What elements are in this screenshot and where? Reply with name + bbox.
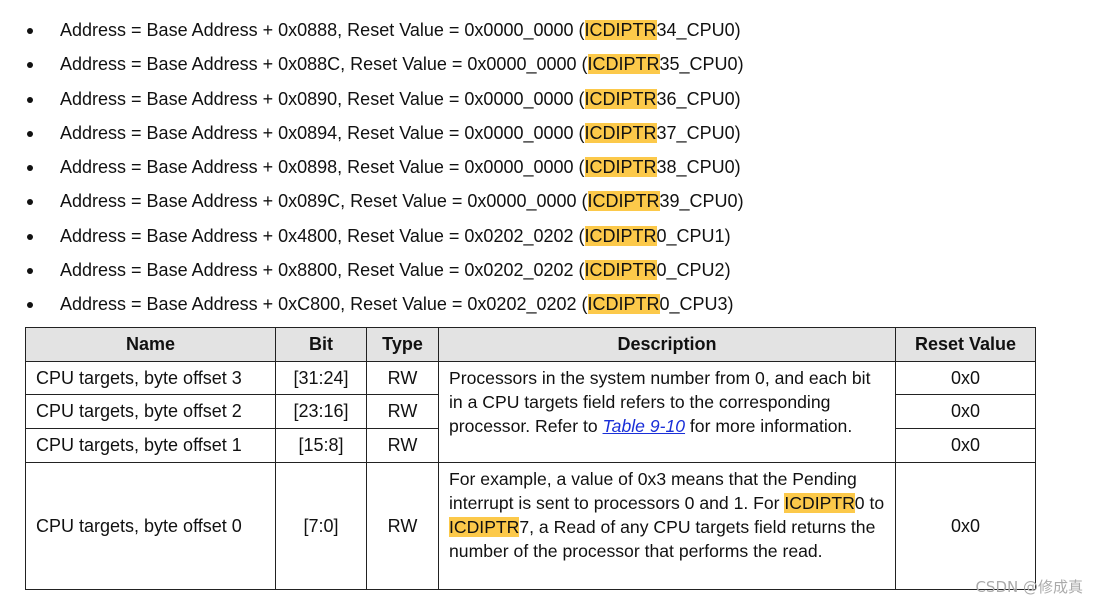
text: 34_CPU0) — [656, 20, 741, 40]
text: 0_CPU3) — [659, 294, 734, 315]
bullet-item: Address = Base Address + 0x0894, Reset V… — [0, 116, 744, 150]
link[interactable]: Table 9-10 — [602, 416, 686, 436]
type-cell: RW — [366, 462, 439, 590]
bit-cell: [23:16] — [275, 394, 367, 429]
name-cell: CPU targets, byte offset 2 — [25, 394, 276, 429]
highlight: ICDIPTR — [584, 88, 657, 109]
row: CPU targets, byte offset 1 [15:8] RW 0x0 — [25, 428, 1036, 463]
highlight: ICDIPTR — [584, 157, 657, 178]
bullet-item: Address = Base Address + 0x0888, Reset V… — [0, 13, 744, 47]
reset-cell: 0x0 — [895, 361, 1036, 395]
bullet-item: Address = Base Address + 0x4800, Reset V… — [0, 219, 744, 253]
header-cell: Bit — [275, 327, 367, 362]
text: 35_CPU0) — [659, 54, 744, 75]
text: Address = Base Address + 0xC800, Reset V… — [60, 294, 588, 315]
highlight: ICDIPTR — [584, 260, 657, 281]
text: 38_CPU0) — [656, 157, 741, 178]
text: 0 to — [854, 493, 885, 513]
bit-cell: [7:0] — [275, 462, 367, 590]
highlight: ICDIPTR — [584, 20, 657, 40]
reset-cell: 0x0 — [895, 462, 1036, 590]
row: CPU targets, byte offset 0 [7:0] RW For … — [25, 462, 1036, 590]
text: Address = Base Address + 0x089C, Reset V… — [60, 191, 588, 212]
bullet-item: Address = Base Address + 0x0898, Reset V… — [0, 150, 744, 184]
text: 37_CPU0) — [656, 122, 741, 143]
text: Address = Base Address + 0x4800, Reset V… — [60, 225, 585, 246]
register-table: Name Bit Type Description Reset Value CP… — [25, 327, 1036, 590]
text: 36_CPU0) — [656, 88, 741, 109]
header-cell: Name — [25, 327, 276, 362]
name-cell: CPU targets, byte offset 0 — [25, 462, 276, 590]
text: Address = Base Address + 0x088C, Reset V… — [60, 54, 588, 75]
text: for more information. — [685, 416, 853, 436]
name-cell: CPU targets, byte offset 3 — [25, 361, 276, 395]
highlight: ICDIPTR — [449, 517, 520, 537]
header-cell: Type — [366, 327, 439, 362]
bullet-item: Address = Base Address + 0x088C, Reset V… — [0, 47, 744, 81]
header-cell: Reset Value — [895, 327, 1036, 362]
header-cell: Description — [438, 327, 896, 362]
text: 0_CPU2) — [656, 260, 731, 281]
reset-cell: 0x0 — [895, 428, 1036, 463]
text: Processors in the system number from 0, … — [449, 368, 871, 436]
bullet-item: Address = Base Address + 0xC800, Reset V… — [0, 287, 744, 321]
type-cell: RW — [366, 394, 439, 429]
text: Address = Base Address + 0x0890, Reset V… — [60, 88, 585, 109]
text: 0_CPU1) — [656, 225, 731, 246]
text: 7, a Read of any CPU targets field retur… — [449, 517, 876, 561]
bullet-item: Address = Base Address + 0x089C, Reset V… — [0, 184, 744, 218]
highlight: ICDIPTR — [784, 493, 855, 513]
highlight: ICDIPTR — [587, 191, 660, 212]
description-cell: Processors in the system number from 0, … — [438, 361, 896, 463]
highlight: ICDIPTR — [587, 294, 660, 315]
bit-cell: [15:8] — [275, 428, 367, 463]
text: Address = Base Address + 0x0894, Reset V… — [60, 122, 585, 143]
highlight: ICDIPTR — [584, 122, 657, 143]
bullet-list: Address = Base Address + 0x0888, Reset V… — [0, 13, 744, 322]
highlight: ICDIPTR — [587, 54, 660, 75]
text: For example, a value of 0x3 means that t… — [449, 469, 857, 513]
watermark: CSDN @修成真 — [975, 578, 1083, 596]
row: CPU targets, byte offset 2 [23:16] RW 0x… — [25, 394, 1036, 429]
name-cell: CPU targets, byte offset 1 — [25, 428, 276, 463]
bit-cell: [31:24] — [275, 361, 367, 395]
reset-cell: 0x0 — [895, 394, 1036, 429]
text: Address = Base Address + 0x8800, Reset V… — [60, 260, 585, 281]
text: 39_CPU0) — [659, 191, 744, 212]
highlight: ICDIPTR — [584, 225, 657, 246]
type-cell: RW — [366, 428, 439, 463]
text: Address = Base Address + 0x0888, Reset V… — [60, 20, 585, 40]
text: Address = Base Address + 0x0898, Reset V… — [60, 157, 585, 178]
bullet-item: Address = Base Address + 0x0890, Reset V… — [0, 82, 744, 116]
type-cell: RW — [366, 361, 439, 395]
description-cell: For example, a value of 0x3 means that t… — [438, 462, 896, 590]
bullet-item: Address = Base Address + 0x8800, Reset V… — [0, 253, 744, 287]
row: CPU targets, byte offset 3 [31:24] RW Pr… — [25, 361, 1036, 463]
header-row: Name Bit Type Description Reset Value — [25, 327, 1036, 362]
